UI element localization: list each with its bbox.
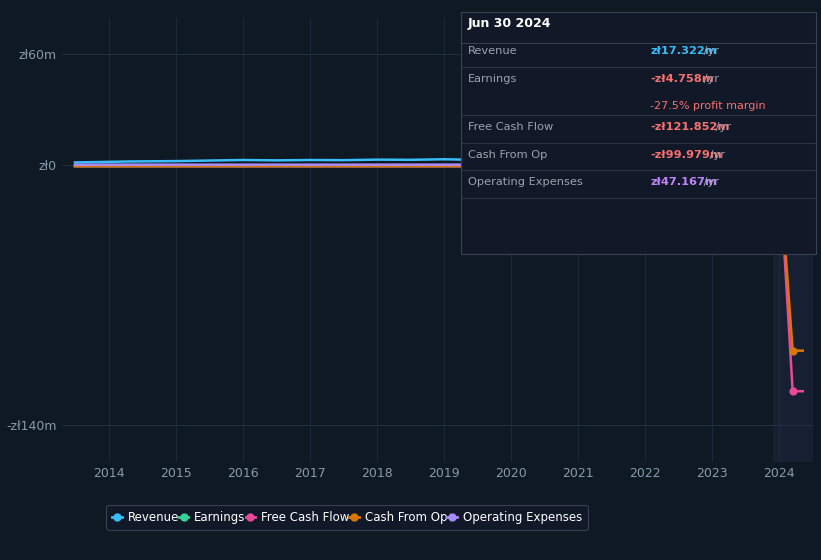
Text: Revenue: Revenue: [468, 46, 517, 57]
Text: -zł99.979m: -zł99.979m: [650, 150, 722, 160]
Text: zł47.167m: zł47.167m: [650, 177, 717, 187]
Text: -zł121.852m: -zł121.852m: [650, 122, 730, 132]
Point: [786, 387, 799, 396]
Text: Free Cash Flow: Free Cash Flow: [468, 122, 553, 132]
Text: /yr: /yr: [700, 74, 719, 84]
Text: -27.5% profit margin: -27.5% profit margin: [650, 101, 766, 111]
Text: zł17.322m: zł17.322m: [650, 46, 717, 57]
Text: Earnings: Earnings: [468, 74, 517, 84]
Text: /yr: /yr: [700, 46, 719, 57]
Text: /yr: /yr: [712, 122, 731, 132]
Point: [786, 170, 799, 179]
Text: /yr: /yr: [700, 177, 719, 187]
Text: /yr: /yr: [706, 150, 725, 160]
Point: [786, 73, 799, 82]
Text: Cash From Op: Cash From Op: [468, 150, 548, 160]
Text: -zł4.758m: -zł4.758m: [650, 74, 713, 84]
Text: Jun 30 2024: Jun 30 2024: [468, 17, 552, 30]
Text: Operating Expenses: Operating Expenses: [468, 177, 583, 187]
Point: [786, 346, 799, 355]
Legend: Revenue, Earnings, Free Cash Flow, Cash From Op, Operating Expenses: Revenue, Earnings, Free Cash Flow, Cash …: [107, 505, 588, 530]
Point: [786, 129, 799, 138]
Bar: [773, 17, 813, 462]
